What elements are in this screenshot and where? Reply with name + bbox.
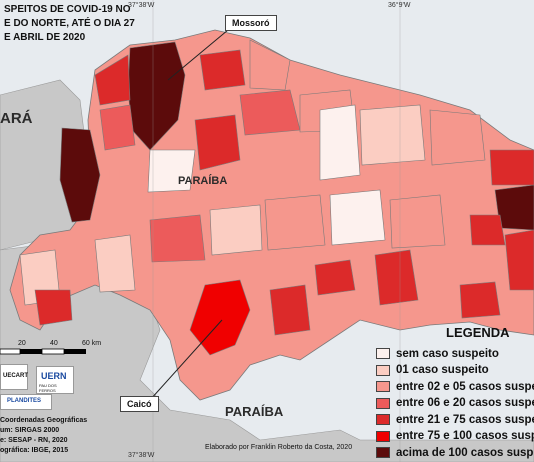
scale-bar — [0, 348, 86, 355]
state-label-ceara: ARÁ — [0, 110, 33, 127]
uern-sub-text: PAU DOS FERROS — [39, 383, 57, 393]
map-title-line-2: E DO NORTE, ATÉ O DIA 27 — [4, 18, 135, 29]
map-title-line-3: E ABRIL DE 2020 — [4, 32, 86, 43]
plandites-text: PLANDITES — [7, 398, 42, 404]
uecart-text: UECART — [3, 373, 28, 379]
legend-swatch — [376, 447, 390, 458]
mun-south-4 — [459, 281, 501, 319]
author-credit: Elaborado por Franklin Roberto da Costa,… — [205, 444, 353, 451]
legend-label: sem caso suspeito — [396, 347, 499, 360]
state-label-paraiba-bottom: PARAÍBA — [225, 404, 284, 419]
mun-north-red — [199, 49, 246, 91]
credits-line-4: ográfica: IBGE, 2015 — [0, 447, 69, 454]
legend-item: entre 06 e 20 casos suspeitos — [376, 396, 534, 411]
callout-mossoro: Mossoró — [225, 15, 277, 31]
mun-east-4 — [504, 229, 534, 291]
credits-line-1: Coordenadas Geográficas — [0, 417, 88, 424]
coord-top-left: 37°38'W — [128, 2, 155, 9]
mun-west-3 — [94, 234, 136, 293]
mun-center-2 — [147, 149, 196, 193]
mun-center-1 — [194, 114, 241, 171]
legend-swatch — [376, 430, 390, 442]
mun-south-2 — [314, 259, 356, 296]
legend-swatch — [376, 414, 390, 425]
mun-mid-1 — [149, 214, 206, 263]
mun-center-6 — [359, 104, 426, 166]
uecart-logo: UECART — [0, 364, 28, 390]
legend-item: entre 75 e 100 casos suspeitos — [376, 429, 534, 444]
legend-label: entre 02 e 05 casos suspeitos — [396, 380, 534, 393]
legend-label: entre 75 e 100 casos suspeitos — [396, 430, 534, 442]
state-label-paraiba-top: PARAÍBA — [178, 175, 228, 187]
uern-text: UERN — [41, 371, 67, 381]
mun-nw-1 — [94, 54, 131, 106]
legend-item: sem caso suspeito — [376, 346, 499, 361]
mun-south-3 — [374, 249, 419, 306]
legend-label: 01 caso suspeito — [396, 364, 489, 376]
map-title-line-1: SPEITOS DE COVID-19 NO — [4, 4, 131, 15]
mun-caico — [189, 279, 251, 356]
legend-title: LEGENDA — [446, 325, 510, 340]
legend-label: entre 21 e 75 casos suspeitos — [396, 413, 534, 426]
scale-tick-20: 20 — [18, 340, 26, 347]
mun-east-3 — [469, 214, 506, 246]
mun-west-4 — [99, 104, 136, 151]
credits-line-2: um: SIRGAS 2000 — [0, 427, 60, 434]
caico-leader — [149, 319, 223, 401]
mun-nw-2 — [249, 39, 291, 91]
municipalities — [19, 39, 534, 356]
plandites-logo: PLANDITES — [0, 394, 52, 410]
scale-tick-40: 40 — [50, 340, 58, 347]
uern-logo: UERN PAU DOS FERROS — [36, 366, 74, 394]
mun-center-5 — [319, 104, 361, 181]
legend-label: acima de 100 casos suspeitos — [396, 446, 534, 459]
legend-item: entre 21 e 75 casos suspeitos — [376, 412, 534, 427]
legend-swatch — [376, 364, 390, 376]
mun-south-1 — [269, 284, 311, 336]
mun-mid-5 — [389, 194, 446, 249]
legend-swatch — [376, 381, 390, 392]
legend-item: acima de 100 casos suspeitos — [376, 445, 534, 460]
legend-label: entre 06 e 20 casos suspeitos — [396, 397, 534, 409]
mun-mid-3 — [264, 194, 326, 251]
credits-line-3: e: SESAP - RN, 2020 — [0, 437, 68, 444]
mun-east-2 — [489, 149, 534, 186]
legend-item: 01 caso suspeito — [376, 363, 489, 378]
mun-east-1 — [429, 109, 486, 166]
legend-item: entre 02 e 05 casos suspeitos — [376, 379, 534, 394]
scale-tick-60: 60 km — [82, 340, 102, 347]
callout-caico: Caicó — [120, 396, 159, 412]
mun-center-3 — [239, 89, 301, 136]
mun-west-dark — [59, 127, 101, 223]
mossoro-leader — [167, 29, 229, 81]
legend-swatch — [376, 348, 390, 359]
mun-west-2 — [34, 289, 73, 326]
coord-bottom: 37°38'W — [128, 452, 155, 459]
mun-mid-2 — [209, 204, 263, 256]
coord-top-right: 36°9'W — [388, 2, 411, 9]
mun-mid-4 — [329, 189, 386, 246]
legend-swatch — [376, 397, 390, 409]
